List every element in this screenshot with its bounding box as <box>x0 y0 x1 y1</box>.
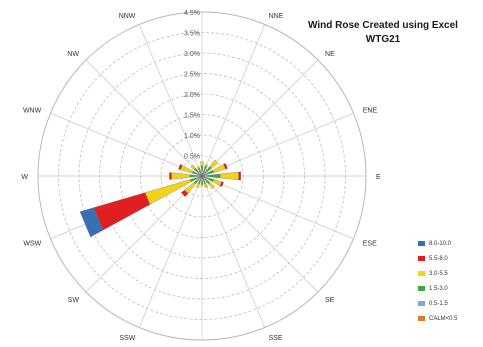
bar-segment <box>180 164 194 174</box>
radial-tick-label: 0.5% <box>184 154 200 161</box>
bar-segment <box>203 175 209 177</box>
bar-segment <box>201 177 203 181</box>
direction-label: NNE <box>269 13 284 20</box>
legend-label: 1.5-3.0 <box>429 285 448 292</box>
direction-label: NE <box>325 51 335 58</box>
direction-label: ESE <box>363 241 377 248</box>
bar-segment <box>200 165 204 173</box>
legend-item: 3.0-5.5 <box>418 266 458 281</box>
grid-spoke <box>138 175 203 328</box>
radial-tick-label: 1.5% <box>184 113 200 120</box>
bar-segment <box>169 172 172 180</box>
direction-label: WSW <box>23 241 41 248</box>
bar-segment <box>209 159 219 169</box>
direction-label: W <box>21 174 28 181</box>
legend-swatch <box>418 286 425 291</box>
bar-segment <box>204 163 209 168</box>
grid-spoke <box>201 24 266 177</box>
direction-label: SSE <box>269 335 283 342</box>
direction-label: NNW <box>119 13 136 20</box>
direction-label: NW <box>67 51 79 58</box>
bar-segment <box>219 181 224 188</box>
legend-swatch <box>418 316 425 321</box>
legend-label: 8.0-10.0 <box>429 240 452 247</box>
legend-item: 5.5-8.0 <box>418 251 458 266</box>
direction-label: SW <box>68 297 80 304</box>
bar-segment <box>197 175 201 177</box>
grid-spoke <box>201 59 319 177</box>
grid-spoke <box>85 59 203 177</box>
legend-label: 5.5-8.0 <box>429 255 448 262</box>
bar-segment <box>195 183 200 189</box>
bar-segment <box>223 162 228 170</box>
grid-spoke <box>50 112 203 177</box>
bar-segment <box>201 171 203 175</box>
grid-spoke <box>201 175 266 328</box>
bar-segment <box>238 171 241 181</box>
legend-item: 0.5-1.5 <box>418 296 458 311</box>
bar-segment <box>204 183 209 189</box>
legend-swatch <box>418 241 425 246</box>
grid-spoke <box>85 175 203 293</box>
legend-label: CALM<0.5 <box>429 315 458 322</box>
radial-tick-label: 2.0% <box>184 92 200 99</box>
radial-tick-label: 3.0% <box>184 51 200 58</box>
grid-spoke <box>138 24 203 177</box>
bar-segment <box>93 192 151 231</box>
bar-segment <box>220 171 239 181</box>
direction-label: E <box>376 174 381 181</box>
bar-segment <box>196 166 200 169</box>
bar-segment <box>208 182 216 190</box>
chart-subtitle: WTG21 <box>365 34 401 45</box>
legend-item: 8.0-10.0 <box>418 236 458 251</box>
bar-segment <box>171 172 190 180</box>
bar-segment <box>178 163 183 170</box>
bar-segment <box>190 164 196 170</box>
legend-item: CALM<0.5 <box>418 311 458 326</box>
bar-segment <box>180 189 189 198</box>
legend-label: 3.0-5.5 <box>429 270 448 277</box>
chart-title: Wind Rose Created using Excel <box>308 20 458 31</box>
legend-swatch <box>418 271 425 276</box>
direction-label: ENE <box>363 107 378 114</box>
bar-segment <box>79 207 104 238</box>
bar-segment <box>207 173 221 179</box>
bar-segment <box>200 184 204 187</box>
direction-label: SE <box>325 297 335 304</box>
radial-tick-label: 3.5% <box>184 31 200 38</box>
legend-label: 0.5-1.5 <box>429 300 448 307</box>
legend-swatch <box>418 256 425 261</box>
grid-spoke <box>201 175 319 293</box>
direction-label: SSW <box>119 335 135 342</box>
bar-segment <box>200 179 204 185</box>
legend-item: 1.5-3.0 <box>418 281 458 296</box>
grid-spoke <box>201 112 354 177</box>
chart-legend: 8.0-10.0 5.5-8.0 3.0-5.5 1.5-3.0 0.5-1.5 CALM… <box>418 236 458 326</box>
radial-tick-label: 2.5% <box>184 72 200 79</box>
direction-label: WNW <box>23 107 42 114</box>
bar-segment <box>189 174 199 178</box>
grid-spoke <box>201 175 354 240</box>
radial-tick-label: 1.0% <box>184 133 200 140</box>
legend-swatch <box>418 301 425 306</box>
radial-tick-label: 4.5% <box>184 10 200 17</box>
bar-segment <box>200 161 204 166</box>
